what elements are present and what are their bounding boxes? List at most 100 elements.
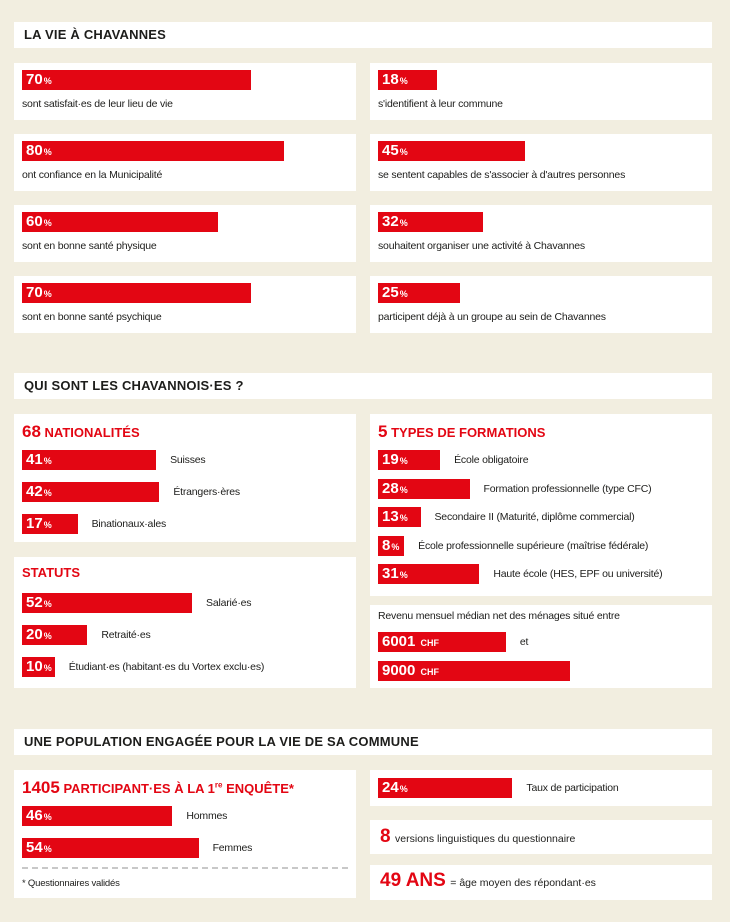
- bar-row: 19% École obligatoire: [378, 450, 529, 470]
- income-caption: Revenu mensuel médian net des ménages si…: [378, 610, 620, 622]
- stat-value: 45: [382, 142, 399, 159]
- title-text: PARTICIPANT·ES À LA 1: [63, 781, 215, 796]
- stat-label: sont en bonne santé psychique: [22, 311, 162, 323]
- bar-label: École professionnelle supérieure (maîtri…: [418, 539, 649, 552]
- unit: %: [399, 513, 408, 523]
- income-and: et: [519, 636, 529, 648]
- unit: %: [399, 456, 408, 466]
- unit: %: [43, 844, 52, 854]
- unit: %: [43, 456, 52, 466]
- stat-value: 18: [382, 71, 399, 88]
- value: 24: [382, 779, 399, 796]
- stat-card: 80% ont confiance en la Municipalité: [14, 134, 356, 191]
- versions-label: versions linguistiques du questionnaire: [395, 833, 576, 845]
- card-title: 68 NATIONALITÉS: [22, 422, 140, 442]
- stat-card: 70% sont satisfait·es de leur lieu de vi…: [14, 63, 356, 120]
- divider: [22, 867, 348, 869]
- stat-value: 80: [26, 142, 43, 159]
- bar-label: Retraité·es: [101, 629, 151, 641]
- versions-number: 8: [380, 826, 391, 847]
- unit: %: [43, 520, 52, 530]
- unit: %: [43, 76, 52, 86]
- stat-label: s'identifient à leur commune: [378, 98, 503, 110]
- bar-row: 13% Secondaire II (Maturité, diplôme comm…: [378, 507, 635, 527]
- bar-value: 54: [26, 839, 43, 856]
- bar: 41%: [22, 450, 157, 470]
- formations-title: TYPES DE FORMATIONS: [391, 425, 546, 440]
- unit: %: [43, 147, 52, 157]
- participation-label: Taux de participation: [526, 782, 619, 794]
- bar-row: 17% Binationaux·ales: [22, 514, 166, 534]
- stat-bar: 70%: [22, 283, 251, 303]
- participation-rate-card: 24% Taux de participation: [370, 770, 712, 806]
- unit: %: [391, 541, 400, 552]
- income-low-bar: 6001 CHF: [378, 632, 506, 652]
- unit: %: [399, 784, 408, 794]
- stat-card: 70% sont en bonne santé psychique: [14, 276, 356, 333]
- unit: %: [43, 599, 52, 609]
- status-card: STATUTS 52% Salarié·es 20% Retraité·es 10% Ét…: [14, 557, 356, 688]
- bar-value: 41: [26, 451, 43, 468]
- bar: 54%: [22, 838, 199, 858]
- formations-count: 5: [378, 422, 388, 441]
- bar: 42%: [22, 482, 160, 502]
- unit: %: [399, 289, 408, 299]
- nationalities-card: 68 NATIONALITÉS 41% Suisses 42% Étrangers·è…: [14, 414, 356, 542]
- bar-label: Femmes: [212, 842, 253, 854]
- stat-bar: 70%: [22, 70, 251, 90]
- section-header: LA VIE À CHAVANNES: [14, 22, 712, 48]
- unit: CHF: [420, 667, 440, 677]
- bar-label: École obligatoire: [454, 454, 529, 466]
- age-text: 49 ANS = âge moyen des répondant·es: [380, 870, 596, 892]
- age-number: 49 ANS: [380, 870, 446, 891]
- bar: 10%: [22, 657, 55, 677]
- section-header: QUI SONT LES CHAVANNOIS·ES ?: [14, 373, 712, 399]
- bar: 8%: [378, 535, 405, 556]
- stat-card: 60% sont en bonne santé physique: [14, 205, 356, 262]
- nationalities-title: NATIONALITÉS: [44, 425, 140, 440]
- unit: %: [43, 289, 52, 299]
- stat-label: souhaitent organiser une activité à Chav…: [378, 240, 585, 252]
- stat-card: 45% se sentent capables de s'associer à …: [370, 134, 712, 191]
- unit: %: [399, 570, 408, 580]
- bar-row: 46% Hommes: [22, 806, 227, 826]
- bar-label: Étrangers·ères: [173, 486, 240, 498]
- stat-bar: 80%: [22, 141, 284, 161]
- income-card: Revenu mensuel médian net des ménages si…: [370, 605, 712, 688]
- bar-label: Binationaux·ales: [91, 518, 167, 530]
- income-high-value: 9000: [382, 662, 416, 679]
- stat-bar: 25%: [378, 283, 460, 303]
- income-high-row: 9000 CHF: [378, 661, 570, 681]
- stat-label: ont confiance en la Municipalité: [22, 169, 163, 181]
- bar-value: 46: [26, 807, 43, 824]
- title-sup: re: [214, 780, 223, 790]
- unit: %: [43, 631, 52, 641]
- income-low-value: 6001: [382, 633, 416, 650]
- bar: 52%: [22, 593, 193, 613]
- participation-row: 24% Taux de participation: [378, 778, 619, 798]
- card-title: 5 TYPES DE FORMATIONS: [378, 422, 545, 442]
- bar-row: 54% Femmes: [22, 838, 252, 858]
- stat-label: se sentent capables de s'associer à d'au…: [378, 169, 626, 181]
- bar-row: 42% Étrangers·ères: [22, 482, 240, 502]
- unit: %: [399, 76, 408, 86]
- formations-card: 5 TYPES DE FORMATIONS 19% École obligatoi…: [370, 414, 712, 596]
- bar-label: Formation professionnelle (type CFC): [483, 482, 652, 495]
- bar-row: 10% Étudiant·es (habitant·es du Vortex ex…: [22, 657, 264, 677]
- versions-text: 8 versions linguistiques du questionnair…: [380, 826, 575, 848]
- section-header: UNE POPULATION ENGAGÉE POUR LA VIE DE SA…: [14, 729, 712, 755]
- bar-value: 8: [382, 536, 391, 554]
- stat-bar: 18%: [378, 70, 437, 90]
- stat-card: 18% s'identifient à leur commune: [370, 63, 712, 120]
- stat-bar: 32%: [378, 212, 483, 232]
- stat-value: 25: [382, 284, 399, 301]
- income-high-bar: 9000 CHF: [378, 661, 570, 681]
- bar: 17%: [22, 514, 78, 534]
- bar-value: 52: [26, 594, 43, 611]
- stat-label: sont en bonne santé physique: [22, 240, 157, 252]
- bar-label: Secondaire II (Maturité, diplôme commerc…: [434, 511, 635, 523]
- bar-value: 10: [26, 658, 43, 675]
- bar: 28%: [378, 478, 470, 499]
- bar-value: 42: [26, 483, 43, 500]
- bar-value: 17: [26, 515, 43, 532]
